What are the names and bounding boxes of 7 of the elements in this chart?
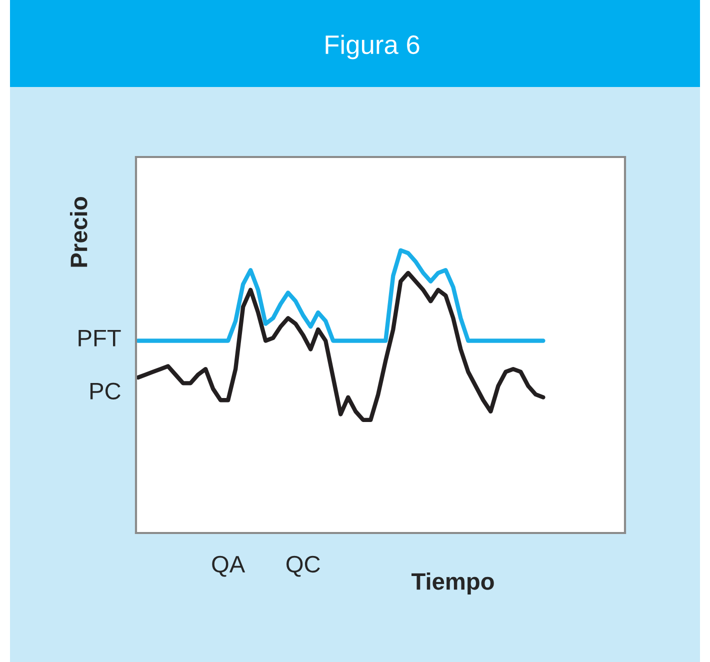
- y-axis-title: Precio: [70, 197, 88, 267]
- x-tick-label: QC: [286, 556, 320, 577]
- text: PFT: [78, 330, 121, 346]
- x-tick-label: QA: [212, 556, 246, 577]
- chart-title: Figura 6: [326, 34, 420, 60]
- text: PC: [90, 382, 120, 400]
- x-axis-title: Tiempo: [412, 572, 494, 594]
